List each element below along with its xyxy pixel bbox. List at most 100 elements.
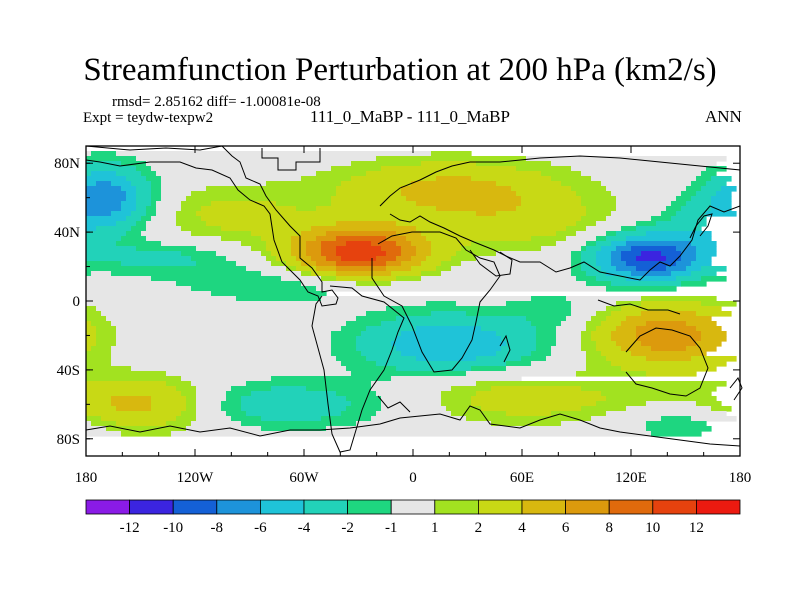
field-cell xyxy=(371,416,467,422)
field-cell xyxy=(561,421,647,427)
chart-title: Streamfunction Perturbation at 200 hPa (… xyxy=(83,52,717,88)
field-cell xyxy=(581,171,702,177)
field-cell xyxy=(671,271,692,277)
field-cell xyxy=(581,336,592,342)
field-cell xyxy=(331,346,357,352)
field-cell xyxy=(151,216,177,222)
field-cell xyxy=(96,331,117,337)
field-cell xyxy=(86,216,127,222)
field-cell xyxy=(151,186,162,192)
field-cell xyxy=(296,266,317,272)
field-cell xyxy=(696,326,722,332)
field-cell xyxy=(621,321,647,327)
field-cell xyxy=(86,341,97,347)
field-cell xyxy=(266,256,277,262)
field-cell xyxy=(661,416,692,422)
field-cell xyxy=(151,196,162,202)
field-cell xyxy=(386,266,412,272)
field-cell xyxy=(86,221,117,227)
field-cell xyxy=(86,181,97,187)
north-america-outline xyxy=(85,145,339,307)
field-cell xyxy=(181,206,202,212)
field-cell xyxy=(451,256,477,262)
field-cell xyxy=(591,176,697,182)
field-cell xyxy=(691,241,717,247)
x-tick-label: 60W xyxy=(289,470,319,486)
field-cell xyxy=(601,246,617,252)
field-cell xyxy=(376,361,507,367)
field-cell xyxy=(336,356,367,362)
field-cell xyxy=(421,161,477,167)
field-cell xyxy=(136,221,147,227)
field-cell xyxy=(86,316,107,322)
field-cell xyxy=(451,386,492,392)
field-cell xyxy=(296,256,312,262)
field-cell xyxy=(556,336,582,342)
field-cell xyxy=(191,286,317,292)
field-cell xyxy=(491,386,582,392)
field-cell xyxy=(326,231,397,237)
field-cell xyxy=(536,336,557,342)
field-cell xyxy=(86,266,247,272)
field-cell xyxy=(401,351,497,357)
field-cell xyxy=(251,246,267,252)
field-cell xyxy=(261,236,292,242)
field-cell xyxy=(596,276,627,282)
field-cell xyxy=(261,426,327,432)
field-cell xyxy=(186,406,197,412)
field-cell xyxy=(556,341,582,347)
field-cell xyxy=(86,401,112,407)
field-cell xyxy=(181,201,212,207)
field-cell xyxy=(341,361,377,367)
field-cell xyxy=(96,181,112,187)
field-cell xyxy=(581,386,717,392)
field-cell xyxy=(566,296,642,302)
field-cell xyxy=(586,356,607,362)
field-cell xyxy=(566,226,587,232)
field-cell xyxy=(656,221,707,227)
field-cell xyxy=(376,256,397,262)
field-cell xyxy=(606,411,727,417)
field-cell xyxy=(606,356,647,362)
field-cell xyxy=(571,271,587,277)
field-cell xyxy=(696,341,722,347)
field-cell xyxy=(86,326,97,332)
field-cell xyxy=(551,176,592,182)
field-cell xyxy=(396,241,412,247)
field-cell xyxy=(441,271,572,277)
field-cell xyxy=(86,231,127,237)
field-cell xyxy=(356,346,397,352)
field-cell xyxy=(116,326,342,332)
field-cell xyxy=(116,406,152,412)
field-cell xyxy=(196,246,252,252)
field-cell xyxy=(116,221,137,227)
colorbar-swatch xyxy=(652,499,697,515)
field-cell xyxy=(121,261,197,267)
field-cell xyxy=(136,196,152,202)
field-cell xyxy=(111,351,332,357)
field-cell xyxy=(621,346,652,352)
field-cell xyxy=(496,181,562,187)
field-cell xyxy=(131,181,152,187)
field-cell xyxy=(596,256,612,262)
field-cell xyxy=(91,346,112,352)
field-cell xyxy=(566,316,592,322)
field-cell xyxy=(476,381,727,387)
field-cell xyxy=(576,191,612,197)
field-cell xyxy=(596,346,622,352)
field-cell xyxy=(236,296,322,302)
field-cell xyxy=(161,196,187,202)
field-cell xyxy=(151,166,332,172)
madagascar-outline xyxy=(499,334,511,363)
field-cell xyxy=(316,266,337,272)
field-cell xyxy=(121,201,137,207)
field-cell xyxy=(516,191,577,197)
field-cell xyxy=(201,216,582,222)
field-cell xyxy=(701,331,727,337)
field-cell xyxy=(476,256,572,262)
field-cell xyxy=(696,256,712,262)
y-tick-label: 80N xyxy=(54,156,80,172)
field-cell xyxy=(91,151,117,157)
field-cell xyxy=(146,161,352,167)
